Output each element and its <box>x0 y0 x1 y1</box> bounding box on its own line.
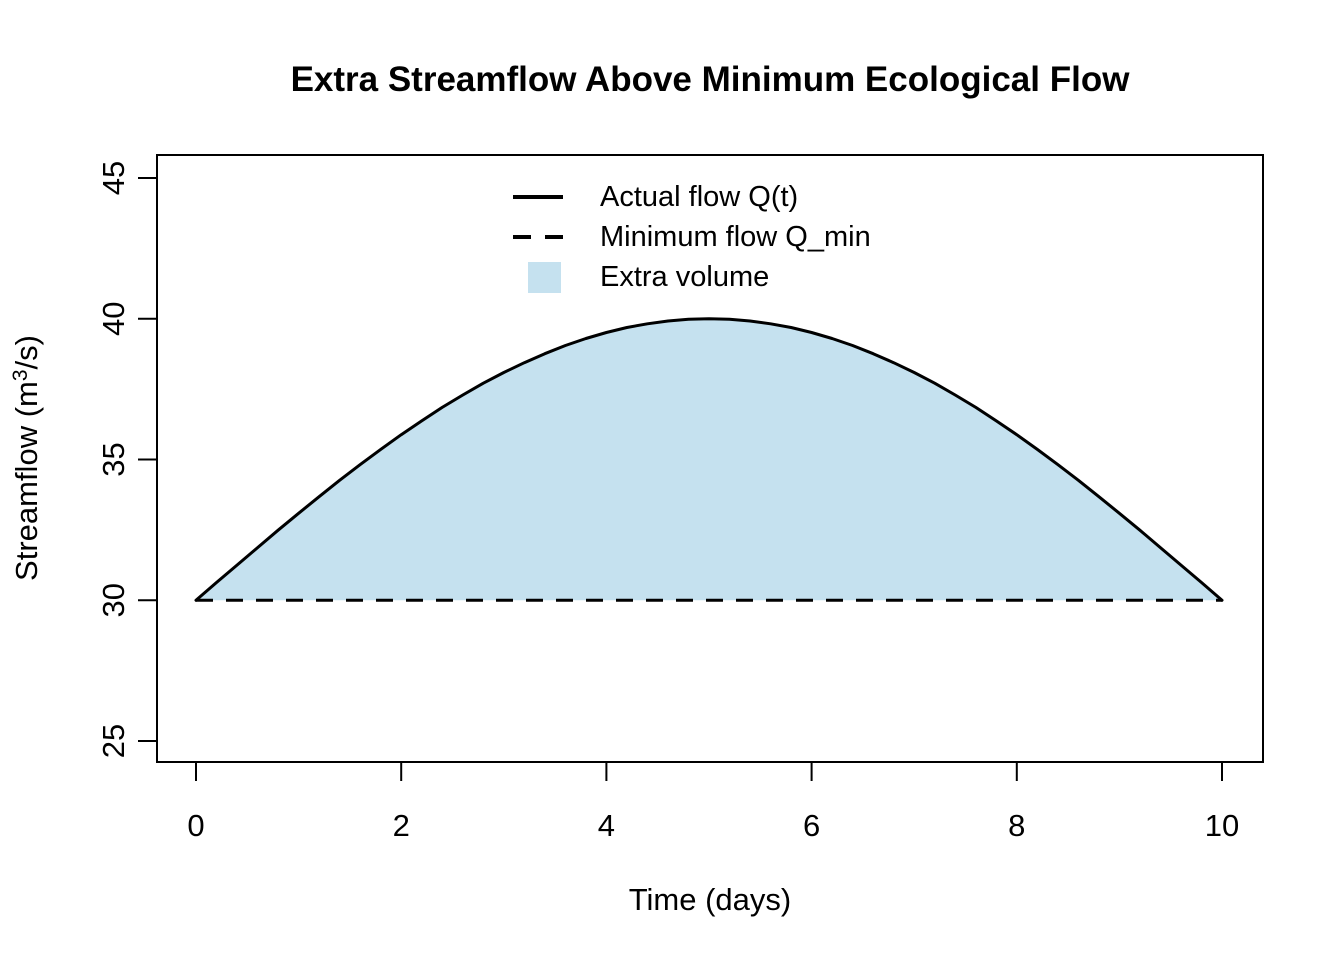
y-tick-label: 30 <box>96 583 131 617</box>
y-tick-label: 25 <box>96 724 131 758</box>
y-axis-label-superscript: 3 <box>9 369 32 382</box>
legend-label: Extra volume <box>600 260 770 293</box>
y-axis-label: Streamflow (m3/s) <box>9 335 45 581</box>
x-axis-label: Time (days) <box>628 882 792 917</box>
actual-flow-curve <box>194 317 1224 602</box>
legend-label: Minimum flow Q_min <box>600 220 871 253</box>
legend-swatch-extra-volume <box>528 261 561 293</box>
x-tick-label: 2 <box>393 808 410 843</box>
x-tick-label: 6 <box>803 808 820 843</box>
legend-swatch-dashed-line <box>513 235 563 239</box>
legend-item-extra-volume: Extra volume <box>513 257 871 297</box>
y-tick-label: 45 <box>96 161 131 195</box>
legend-item-minimum-flow: Minimum flow Q_min <box>513 217 871 257</box>
x-tick-label: 10 <box>1205 808 1239 843</box>
legend-label: Actual flow Q(t) <box>600 180 799 213</box>
extra-volume-area <box>196 318 1222 601</box>
x-tick-label: 4 <box>598 808 615 843</box>
legend-item-actual-flow: Actual flow Q(t) <box>513 177 871 217</box>
x-tick-label: 0 <box>187 808 204 843</box>
chart-title: Extra Streamflow Above Minimum Ecologica… <box>290 60 1130 99</box>
legend-swatch-solid-line <box>513 195 563 199</box>
legend: Actual flow Q(t) Minimum flow Q_min Extr… <box>513 177 871 297</box>
y-tick-label: 40 <box>96 302 131 336</box>
y-axis-label-text: Streamflow (m <box>9 381 44 581</box>
y-axis-label-unit: /s) <box>9 335 44 370</box>
y-tick-label: 35 <box>96 442 131 476</box>
x-tick-label: 8 <box>1008 808 1025 843</box>
